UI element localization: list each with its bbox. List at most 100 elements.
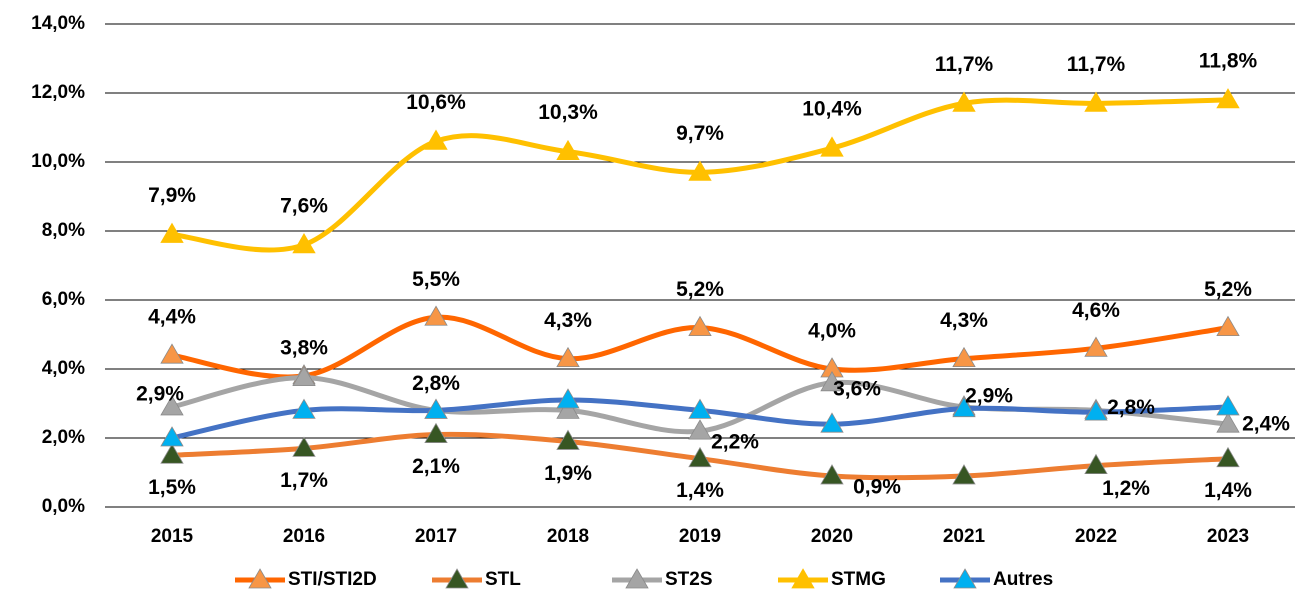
legend-marker: [445, 568, 469, 589]
x-tick-label: 2023: [1207, 526, 1249, 547]
legend-marker: [953, 568, 977, 589]
data-label: 7,6%: [280, 194, 328, 217]
marker: [556, 429, 580, 450]
marker: [556, 346, 580, 368]
marker: [952, 91, 976, 112]
data-label: 1,4%: [676, 479, 724, 502]
marker: [1216, 446, 1240, 468]
data-label: 4,0%: [808, 320, 856, 343]
data-label: 2,8%: [412, 372, 460, 395]
marker: [820, 371, 844, 392]
marker: [292, 365, 316, 387]
data-label: 5,2%: [1204, 278, 1252, 301]
data-label: 11,7%: [935, 53, 994, 76]
y-tick-label: 10,0%: [31, 151, 85, 172]
legend-label: STL: [485, 569, 521, 590]
data-label: 2,4%: [1242, 413, 1290, 436]
marker: [1084, 91, 1108, 112]
data-label: 10,6%: [406, 91, 466, 114]
marker: [160, 395, 184, 416]
marker: [952, 346, 976, 368]
marker: [1084, 336, 1108, 357]
x-tick-label: 2016: [283, 526, 325, 547]
y-tick-label: 12,0%: [31, 82, 85, 103]
marker: [1216, 315, 1240, 336]
data-label: 1,9%: [544, 462, 592, 485]
data-label: 4,6%: [1072, 299, 1120, 322]
data-label: 2,1%: [412, 455, 460, 478]
legend-item: STMG: [778, 568, 886, 590]
x-tick-label: 2017: [415, 526, 457, 547]
data-label: 4,3%: [544, 309, 592, 332]
marker: [688, 419, 712, 440]
x-tick-label: 2015: [151, 526, 194, 547]
data-label: 5,2%: [676, 278, 724, 301]
y-tick-label: 2,0%: [42, 427, 85, 448]
legend-item: STL: [432, 568, 521, 590]
data-label: 1,4%: [1204, 479, 1252, 502]
data-label: 11,7%: [1067, 53, 1126, 76]
series: [160, 422, 1240, 485]
legend-label: Autres: [993, 569, 1053, 590]
legend-label: ST2S: [665, 569, 713, 590]
data-label: 4,4%: [148, 306, 196, 329]
data-label: 2,8%: [1107, 396, 1155, 419]
marker: [1084, 453, 1108, 474]
legend-item: Autres: [940, 568, 1053, 590]
marker: [820, 412, 844, 433]
marker: [160, 343, 184, 364]
data-label: 2,2%: [711, 431, 759, 454]
marker: [424, 398, 448, 419]
marker: [688, 160, 712, 181]
legend-item: ST2S: [612, 568, 713, 590]
data-label: 3,6%: [833, 377, 881, 400]
marker: [160, 426, 184, 447]
y-tick-label: 6,0%: [42, 289, 85, 310]
marker: [1216, 412, 1240, 433]
marker: [292, 436, 316, 457]
marker: [292, 398, 316, 419]
series: [160, 88, 1240, 254]
marker: [556, 388, 580, 409]
data-label: 1,7%: [280, 469, 328, 492]
legend-label: STI/STI2D: [288, 569, 377, 590]
marker: [424, 129, 448, 150]
series: [160, 388, 1240, 447]
legend-marker: [791, 568, 815, 589]
y-tick-label: 14,0%: [31, 13, 85, 34]
x-tick-label: 2019: [679, 526, 721, 547]
legend-item: STI/STI2D: [235, 568, 377, 590]
marker: [820, 464, 844, 485]
marker: [688, 398, 712, 419]
data-label: 1,2%: [1102, 477, 1150, 500]
y-tick-label: 8,0%: [42, 220, 85, 241]
marker: [556, 139, 580, 161]
data-label: 0,9%: [853, 475, 901, 498]
marker: [952, 464, 976, 485]
x-tick-label: 2021: [943, 526, 986, 547]
marker: [1216, 395, 1240, 416]
marker: [820, 136, 844, 157]
marker: [160, 222, 184, 243]
marker: [1084, 400, 1108, 421]
marker: [1216, 88, 1240, 109]
data-label: 1,5%: [148, 476, 196, 499]
data-label: 2,9%: [965, 384, 1013, 407]
marker: [688, 315, 712, 336]
x-tick-label: 2022: [1075, 526, 1117, 547]
y-tick-label: 4,0%: [42, 358, 85, 379]
marker: [952, 396, 976, 418]
x-tick-label: 2020: [811, 526, 853, 547]
marker: [424, 305, 448, 326]
data-label: 10,4%: [802, 98, 862, 121]
data-label: 5,5%: [412, 268, 460, 291]
y-tick-label: 0,0%: [42, 496, 85, 517]
data-label: 11,8%: [1199, 49, 1258, 72]
data-label: 3,8%: [280, 336, 328, 359]
legend-marker: [248, 568, 272, 589]
x-tick-label: 2018: [547, 526, 589, 547]
data-label: 10,3%: [538, 101, 598, 124]
data-label: 9,7%: [676, 122, 724, 145]
legend-marker: [625, 568, 649, 589]
